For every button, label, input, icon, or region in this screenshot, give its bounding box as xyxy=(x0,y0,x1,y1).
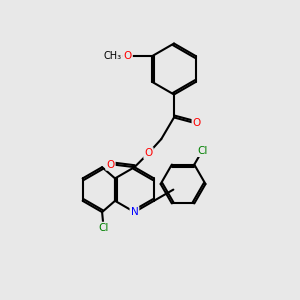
Text: O: O xyxy=(124,51,132,61)
Text: CH₃: CH₃ xyxy=(104,51,122,61)
Text: O: O xyxy=(106,160,115,170)
Text: O: O xyxy=(193,118,201,128)
Text: N: N xyxy=(130,207,138,217)
Text: Cl: Cl xyxy=(98,223,109,233)
Text: Cl: Cl xyxy=(197,146,207,156)
Text: O: O xyxy=(144,148,153,158)
